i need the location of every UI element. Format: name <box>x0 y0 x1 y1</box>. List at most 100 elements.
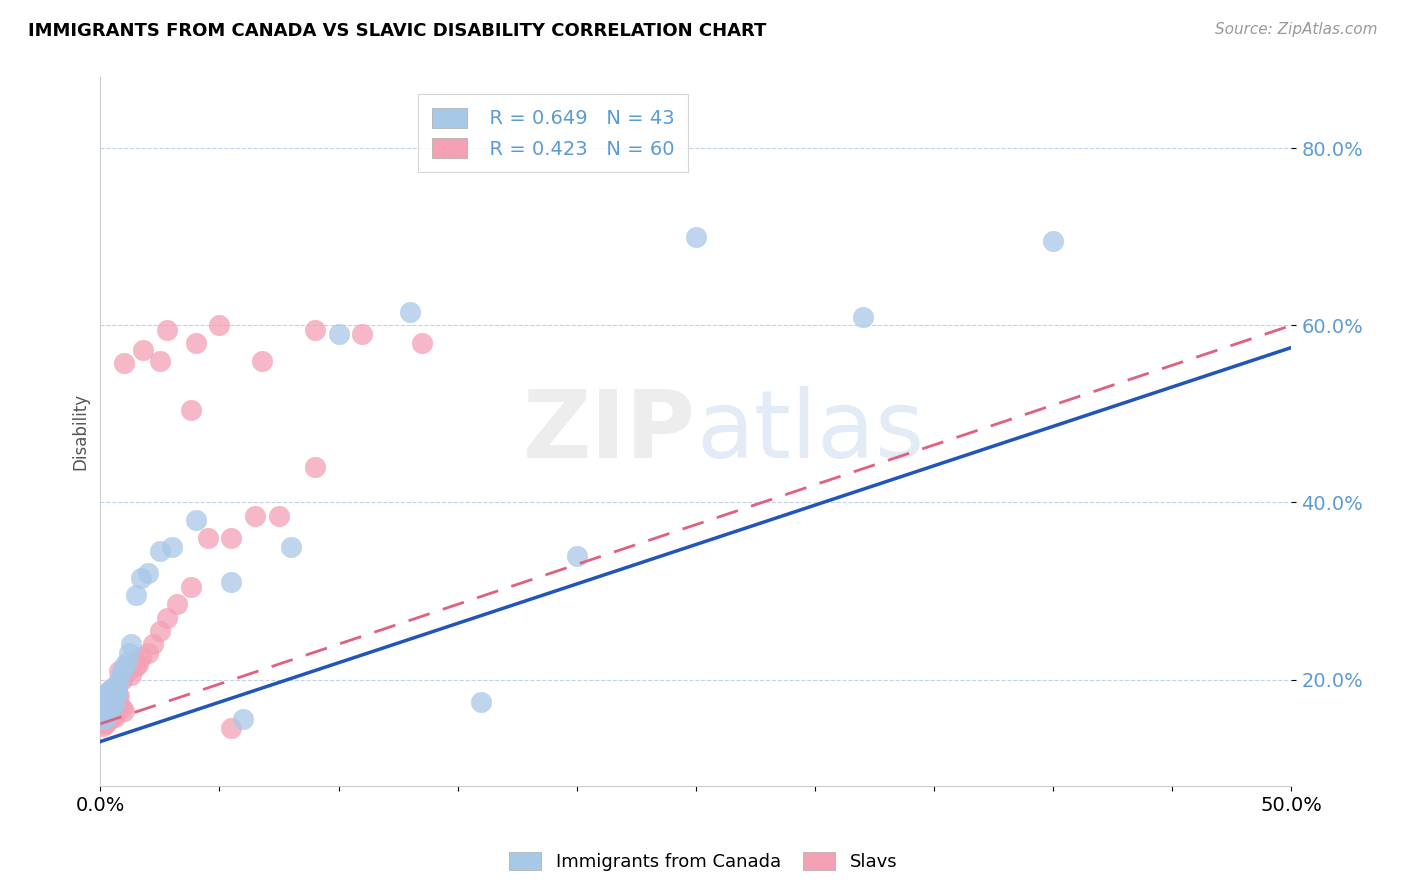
Point <box>96 686 118 700</box>
Point <box>115 655 138 669</box>
Text: ZIP: ZIP <box>523 385 696 477</box>
Point <box>156 610 179 624</box>
Point <box>180 580 202 594</box>
Text: atlas: atlas <box>696 385 924 477</box>
Point <box>96 708 118 723</box>
Point <box>120 668 142 682</box>
Point <box>98 686 121 700</box>
Point <box>132 343 155 358</box>
Point <box>112 668 135 682</box>
Point <box>149 624 172 638</box>
Point <box>118 659 141 673</box>
Point <box>94 710 117 724</box>
Point <box>105 677 128 691</box>
Point <box>101 681 124 696</box>
Point <box>565 549 588 563</box>
Point <box>136 566 159 581</box>
Point <box>91 713 114 727</box>
Point <box>111 701 134 715</box>
Point <box>96 695 118 709</box>
Point <box>267 508 290 523</box>
Point <box>104 699 127 714</box>
Point <box>98 695 121 709</box>
Point <box>105 686 128 700</box>
Point <box>115 665 138 680</box>
Point <box>852 310 875 324</box>
Point <box>142 637 165 651</box>
Point <box>108 673 131 687</box>
Point <box>149 353 172 368</box>
Point <box>91 704 114 718</box>
Point <box>685 230 707 244</box>
Point <box>118 646 141 660</box>
Point <box>94 695 117 709</box>
Point <box>104 695 127 709</box>
Point <box>108 699 131 714</box>
Point <box>91 718 114 732</box>
Text: IMMIGRANTS FROM CANADA VS SLAVIC DISABILITY CORRELATION CHART: IMMIGRANTS FROM CANADA VS SLAVIC DISABIL… <box>28 22 766 40</box>
Point <box>122 655 145 669</box>
Point <box>111 664 134 678</box>
Point <box>104 689 127 703</box>
Point <box>101 710 124 724</box>
Point <box>94 713 117 727</box>
Point <box>399 305 422 319</box>
Point <box>127 657 149 671</box>
Point <box>156 323 179 337</box>
Point <box>328 327 350 342</box>
Point <box>197 531 219 545</box>
Point <box>221 531 243 545</box>
Point <box>1042 234 1064 248</box>
Point <box>105 704 128 718</box>
Point <box>149 544 172 558</box>
Point <box>160 540 183 554</box>
Point <box>232 713 254 727</box>
Point <box>96 699 118 714</box>
Point <box>129 650 152 665</box>
Point <box>104 686 127 700</box>
Point <box>98 683 121 698</box>
Point <box>112 355 135 369</box>
Point <box>136 646 159 660</box>
Point <box>304 460 326 475</box>
Point <box>221 721 243 735</box>
Point <box>96 695 118 709</box>
Point <box>94 698 117 712</box>
Point <box>470 695 492 709</box>
Legend: Immigrants from Canada, Slavs: Immigrants from Canada, Slavs <box>502 845 904 879</box>
Point <box>101 690 124 705</box>
Point <box>96 686 118 700</box>
Point <box>91 708 114 723</box>
Point <box>98 692 121 706</box>
Point <box>94 704 117 718</box>
Point <box>184 513 207 527</box>
Point <box>98 701 121 715</box>
Point <box>111 673 134 687</box>
Point <box>112 704 135 718</box>
Point <box>91 699 114 714</box>
Point <box>108 689 131 703</box>
Point <box>120 637 142 651</box>
Point <box>101 690 124 705</box>
Point <box>112 659 135 673</box>
Point <box>98 713 121 727</box>
Point <box>96 715 118 730</box>
Point <box>108 664 131 678</box>
Point <box>101 701 124 715</box>
Point <box>104 710 127 724</box>
Point <box>352 327 374 342</box>
Point <box>184 336 207 351</box>
Text: Source: ZipAtlas.com: Source: ZipAtlas.com <box>1215 22 1378 37</box>
Point <box>125 659 148 673</box>
Point <box>101 699 124 714</box>
Point <box>243 508 266 523</box>
Point <box>125 589 148 603</box>
Legend:   R = 0.649   N = 43,   R = 0.423   N = 60: R = 0.649 N = 43, R = 0.423 N = 60 <box>418 95 688 172</box>
Point <box>105 680 128 694</box>
Point <box>221 575 243 590</box>
Point <box>94 716 117 731</box>
Point <box>96 706 118 720</box>
Point <box>180 402 202 417</box>
Point <box>98 704 121 718</box>
Point <box>252 353 274 368</box>
